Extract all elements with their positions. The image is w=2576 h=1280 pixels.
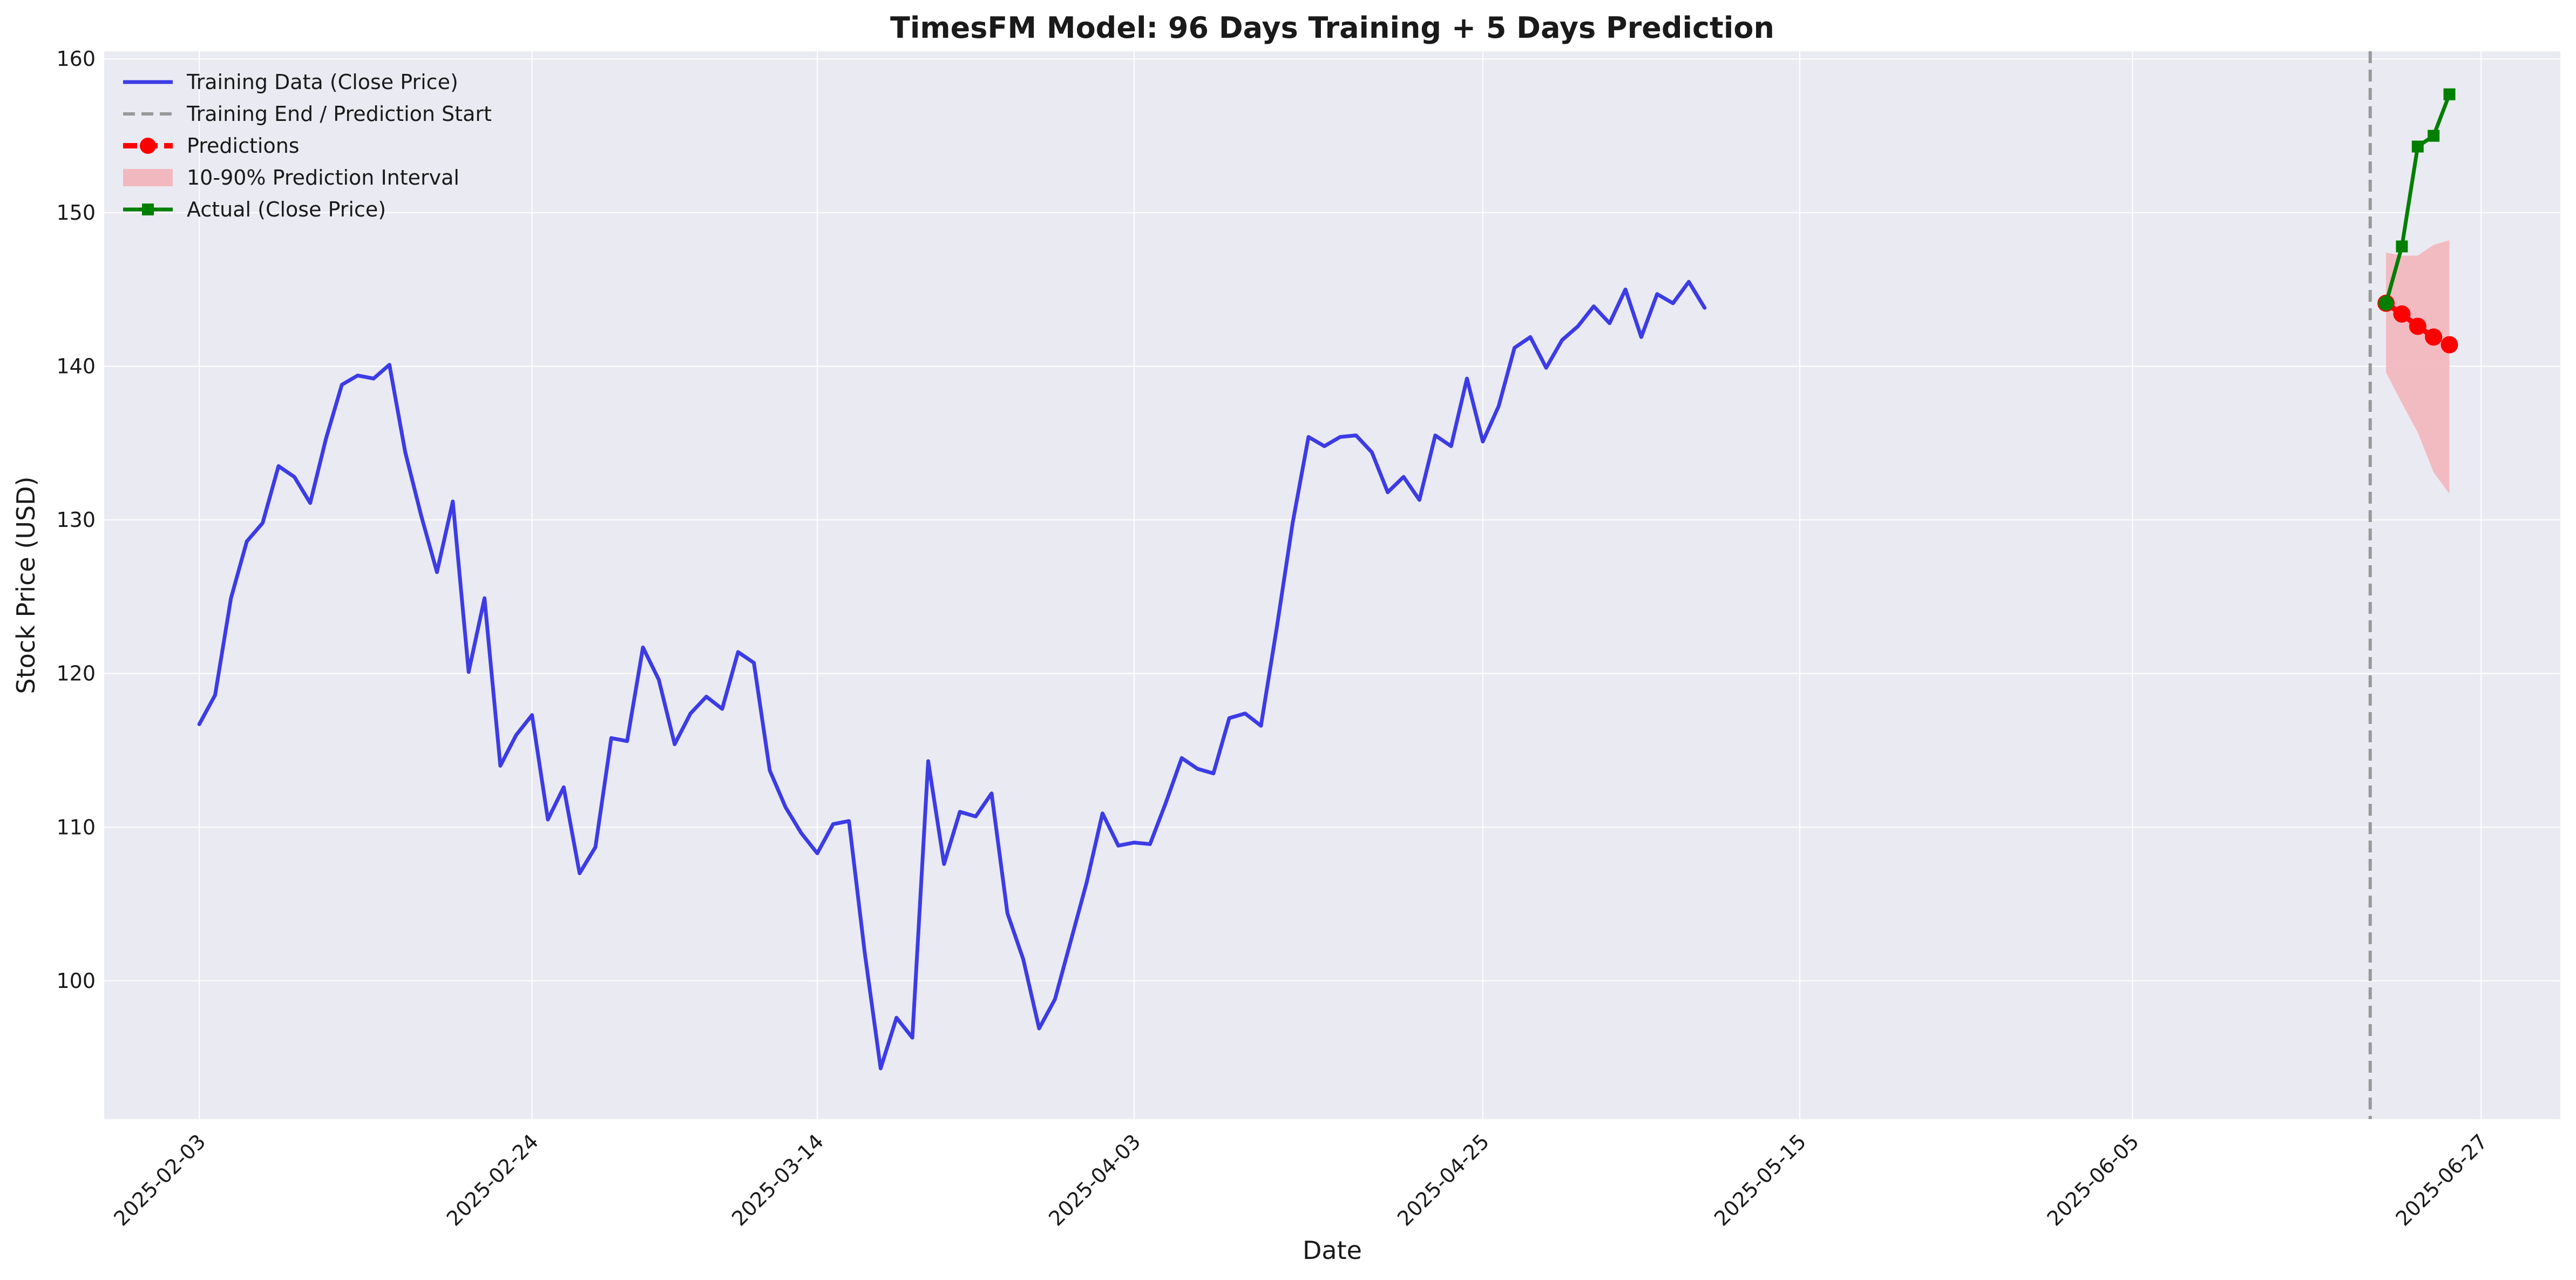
actual-point bbox=[2411, 140, 2424, 153]
training-series-layer bbox=[197, 280, 1707, 1071]
plot-area bbox=[104, 51, 2560, 1119]
legend-swatch-interval bbox=[123, 169, 173, 186]
actual-series-layer bbox=[2378, 88, 2456, 311]
actual-point bbox=[2428, 130, 2440, 142]
legend: Training Data (Close Price) Training End … bbox=[123, 70, 492, 221]
prediction-point bbox=[2393, 305, 2411, 323]
y-tick-label: 150 bbox=[56, 201, 96, 225]
y-tick-label: 120 bbox=[56, 662, 96, 686]
legend-marker-predictions bbox=[140, 138, 156, 154]
legend-marker-actual bbox=[142, 204, 154, 215]
legend-label: Training End / Prediction Start bbox=[186, 102, 492, 126]
y-axis-label: Stock Price (USD) bbox=[11, 477, 40, 694]
prediction-interval-band bbox=[2386, 240, 2450, 494]
legend-label: Predictions bbox=[187, 134, 300, 158]
x-axis-label: Date bbox=[1303, 1236, 1362, 1265]
grid bbox=[104, 51, 2560, 1119]
prediction-interval-layer bbox=[2386, 240, 2450, 494]
y-tick-label: 110 bbox=[56, 815, 96, 839]
training-data-line bbox=[197, 280, 1707, 1071]
actual-point bbox=[2443, 88, 2456, 100]
prediction-point bbox=[2409, 317, 2426, 335]
y-tick-label: 160 bbox=[56, 47, 96, 71]
actual-point bbox=[2396, 240, 2408, 253]
prediction-point bbox=[2441, 336, 2458, 354]
chart-title: TimesFM Model: 96 Days Training + 5 Days… bbox=[890, 11, 1774, 45]
y-tick-label: 140 bbox=[56, 354, 96, 378]
y-tick-label: 100 bbox=[56, 969, 96, 993]
prediction-point bbox=[2425, 328, 2443, 346]
actual-point bbox=[2378, 295, 2394, 311]
y-tick-label: 130 bbox=[56, 508, 96, 532]
legend-label: 10-90% Prediction Interval bbox=[187, 166, 459, 189]
legend-label: Actual (Close Price) bbox=[187, 198, 386, 221]
legend-label: Training Data (Close Price) bbox=[186, 70, 458, 94]
y-tick-labels: 100 110 120 130 140 150 160 bbox=[56, 47, 96, 993]
